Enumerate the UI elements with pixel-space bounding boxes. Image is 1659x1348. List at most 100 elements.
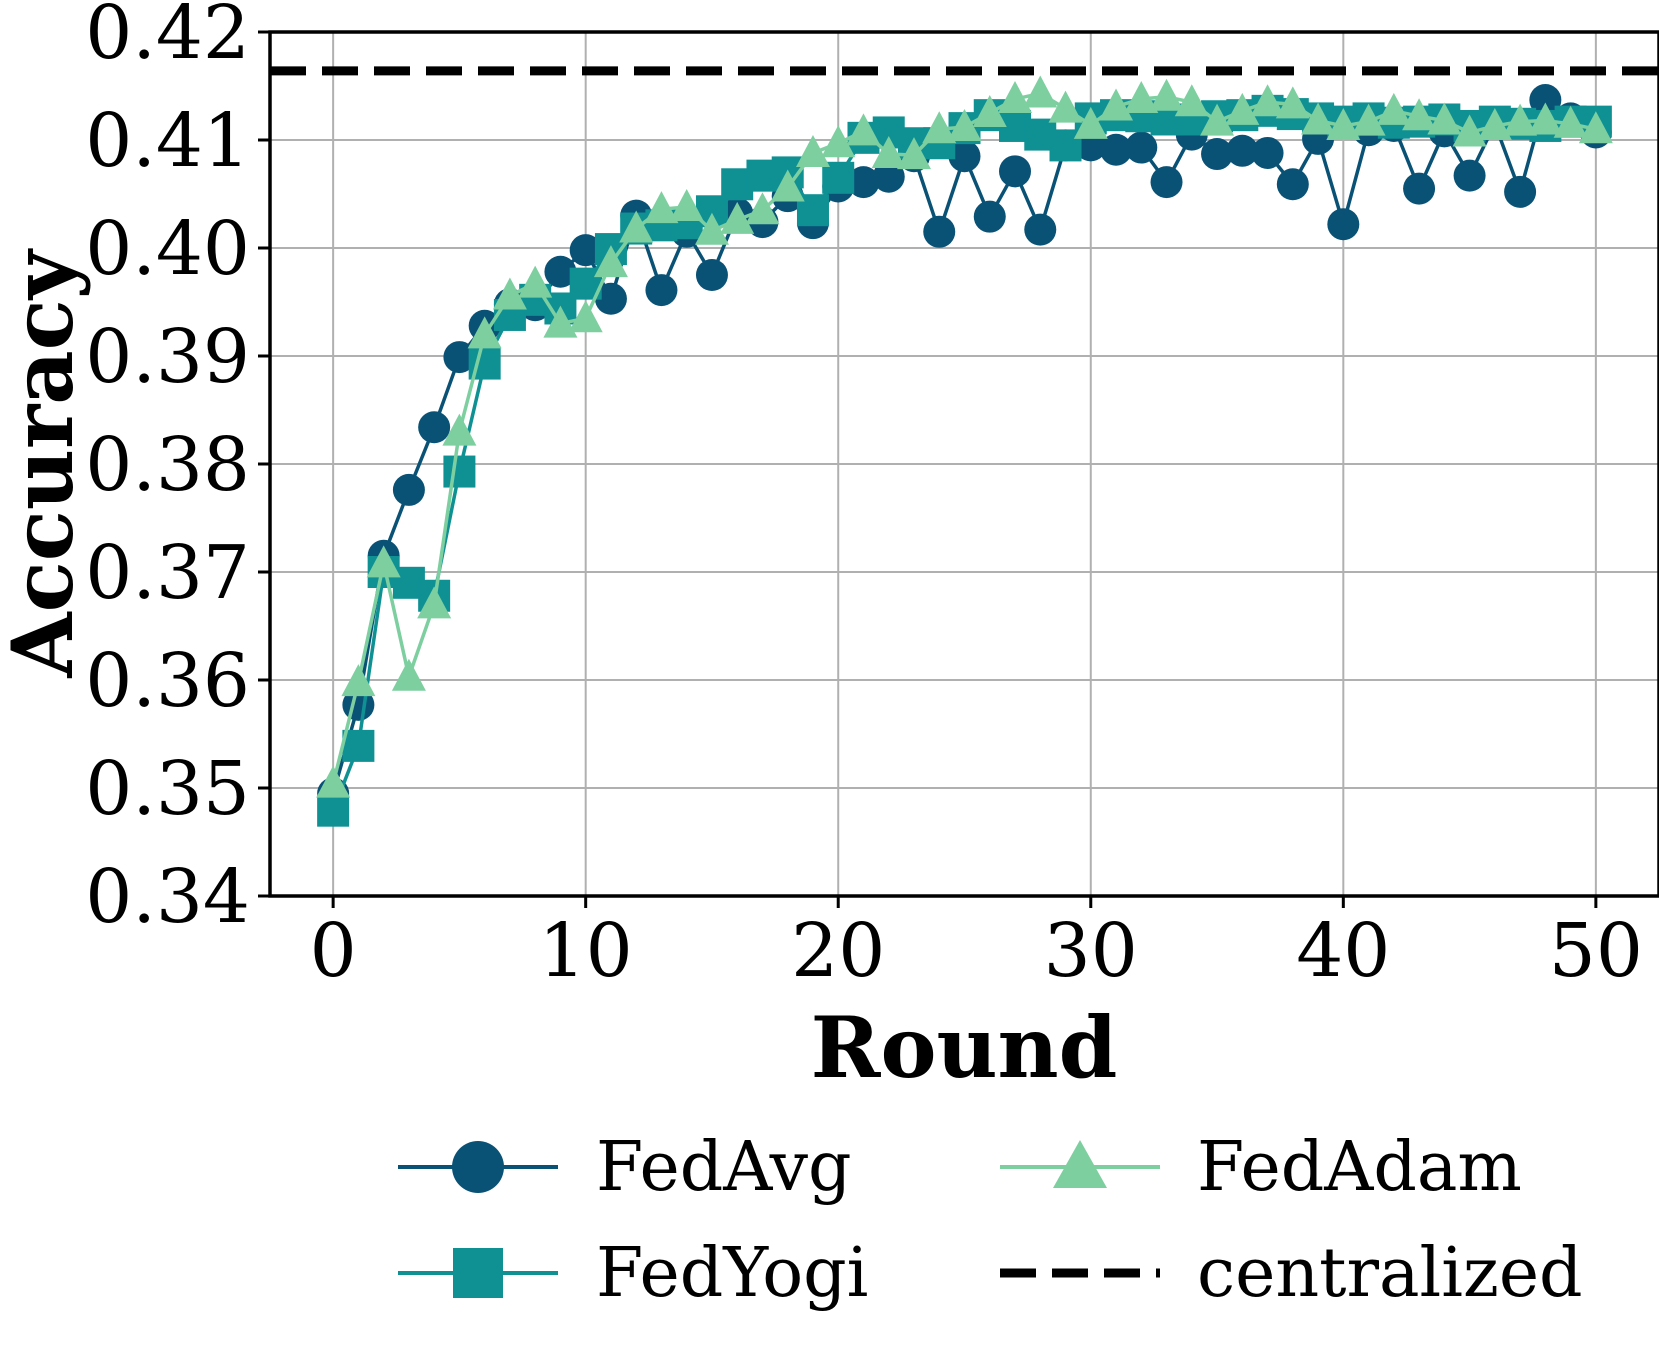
point-fedyogi — [822, 161, 855, 194]
legend-label-centralized: centralized — [1197, 1234, 1583, 1313]
point-fedadam — [366, 545, 401, 578]
x-tick-label: 30 — [1044, 908, 1138, 994]
point-fedavg — [544, 255, 577, 288]
point-fedadam — [1477, 107, 1512, 140]
point-fedavg — [1226, 134, 1259, 167]
legend-marker-fedavg — [452, 1141, 504, 1193]
legend-item-centralized: centralized — [1000, 1234, 1583, 1313]
point-fedavg — [948, 140, 981, 173]
point-fedadam — [1578, 111, 1613, 144]
x-axis-title: Round — [811, 998, 1118, 1097]
legend-item-fedadam: FedAdam — [1000, 1128, 1522, 1207]
legend-label-fedadam: FedAdam — [1197, 1128, 1522, 1207]
x-tick-label: 0 — [310, 908, 357, 994]
point-fedavg — [569, 234, 602, 267]
point-fedadam — [694, 212, 729, 245]
point-fedadam — [1503, 103, 1538, 136]
point-fedadam — [518, 265, 553, 298]
point-fedavg — [1100, 133, 1133, 166]
point-fedavg — [645, 274, 678, 307]
point-fedadam — [492, 277, 527, 310]
point-fedadam — [1402, 98, 1437, 131]
point-fedadam — [821, 125, 856, 158]
point-fedavg — [847, 166, 880, 199]
point-fedadam — [896, 137, 931, 170]
point-fedadam — [770, 169, 805, 202]
point-fedadam — [1200, 103, 1235, 136]
legend-label-fedavg: FedAvg — [596, 1128, 852, 1207]
point-fedadam — [1048, 90, 1083, 123]
y-axis-title: Accuracy — [0, 248, 92, 678]
legend-item-fedyogi: FedYogi — [398, 1234, 868, 1313]
point-fedavg — [418, 411, 451, 444]
point-fedadam — [972, 95, 1007, 127]
point-fedadam — [417, 586, 452, 619]
point-fedavg — [1251, 136, 1284, 169]
legend-label-fedyogi: FedYogi — [596, 1234, 868, 1313]
point-fedadam — [947, 109, 982, 142]
point-fedadam — [871, 136, 906, 169]
x-tick-label: 20 — [791, 908, 885, 994]
point-fedadam — [1452, 114, 1487, 147]
point-fedadam — [543, 305, 578, 338]
legend-marker-fedadam — [1053, 1140, 1107, 1188]
point-fedavg — [1150, 166, 1183, 199]
legend-item-fedavg: FedAvg — [398, 1128, 852, 1207]
point-fedadam — [1073, 106, 1108, 139]
point-fedadam — [341, 664, 376, 697]
y-tick-label: 0.35 — [85, 746, 250, 832]
point-fedyogi — [443, 455, 476, 488]
point-fedavg — [1024, 213, 1057, 246]
point-fedavg — [1529, 84, 1562, 117]
point-fedadam — [846, 113, 881, 146]
point-fedadam — [568, 300, 603, 333]
point-fedadam — [795, 134, 830, 167]
ticks: 0 10 20 30 40 50 0.34 0.35 0.36 0.37 0.38 0.39 0.40 0… — [85, 0, 1643, 994]
point-fedadam — [467, 316, 502, 349]
point-fedadam — [316, 765, 351, 798]
point-fedavg — [1327, 208, 1360, 241]
point-fedadam — [1528, 102, 1563, 135]
point-fedavg — [973, 200, 1006, 233]
point-fedavg — [923, 215, 956, 248]
y-tick-label: 0.34 — [85, 854, 250, 940]
point-fedavg — [1453, 159, 1486, 192]
point-fedadam — [1351, 103, 1386, 136]
point-fedadam — [1149, 78, 1184, 111]
point-fedavg — [1403, 172, 1436, 205]
point-fedadam — [1225, 92, 1260, 125]
point-fedadam — [922, 111, 957, 144]
point-fedadam — [442, 413, 477, 446]
point-fedadam — [1275, 86, 1310, 119]
point-fedavg — [1276, 168, 1309, 201]
point-fedadam — [619, 210, 654, 243]
y-tick-label: 0.41 — [85, 98, 250, 184]
point-fedadam — [669, 188, 704, 221]
point-fedadam — [1553, 105, 1588, 138]
point-fedavg — [695, 259, 728, 291]
x-tick-label: 10 — [539, 908, 633, 994]
x-tick-label: 40 — [1296, 908, 1390, 994]
point-fedadam — [644, 191, 679, 224]
point-fedadam — [1023, 75, 1058, 108]
point-fedadam — [1326, 107, 1361, 140]
point-fedadam — [745, 192, 780, 225]
point-fedadam — [1427, 102, 1462, 135]
point-fedavg — [392, 473, 425, 506]
series-fedadam — [316, 75, 1613, 798]
point-fedyogi — [317, 794, 350, 827]
point-fedadam — [1250, 84, 1285, 117]
point-fedadam — [1301, 102, 1336, 135]
point-fedavg — [1125, 131, 1158, 164]
point-fedavg — [1504, 175, 1537, 208]
point-fedavg — [594, 282, 627, 315]
y-tick-label: 0.40 — [85, 206, 250, 292]
point-fedadam — [1174, 84, 1209, 117]
x-tick-label: 50 — [1549, 908, 1643, 994]
y-tick-label: 0.38 — [85, 422, 250, 508]
plot-area — [270, 66, 1659, 827]
y-tick-label: 0.39 — [85, 314, 250, 400]
point-fedadam — [1376, 92, 1411, 125]
